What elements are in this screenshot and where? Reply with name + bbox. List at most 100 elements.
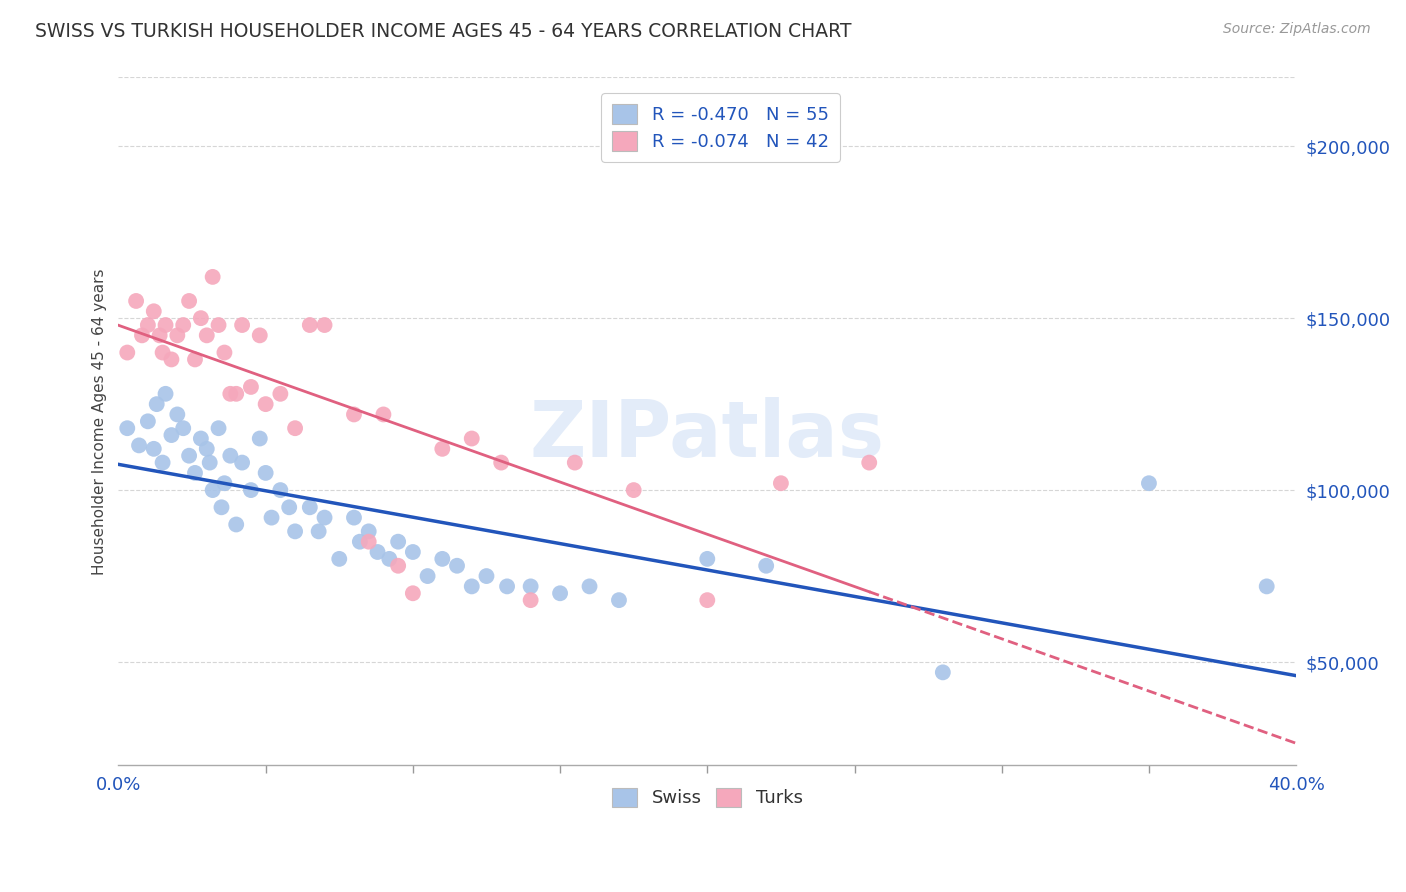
Point (239, 483, 262, 497)
Point (166, 328, 188, 343)
Point (416, 569, 439, 583)
Point (755, 558, 778, 573)
Point (152, 456, 174, 470)
Point (254, 466, 277, 480)
Point (211, 500, 233, 515)
Point (231, 456, 253, 470)
Y-axis label: Householder Income Ages 45 - 64 years: Householder Income Ages 45 - 64 years (93, 268, 107, 574)
Text: ZIPatlas: ZIPatlas (530, 397, 884, 473)
Point (308, 524, 330, 539)
Point (402, 586, 425, 600)
Point (198, 456, 221, 470)
Point (284, 421, 307, 435)
Point (214, 345, 236, 359)
Point (225, 517, 247, 532)
Point (519, 579, 541, 593)
Point (219, 449, 242, 463)
Legend: Swiss, Turks: Swiss, Turks (605, 780, 810, 814)
Point (142, 304, 165, 318)
Point (357, 524, 380, 539)
Point (117, 421, 139, 435)
Point (172, 421, 194, 435)
Point (145, 397, 167, 411)
Point (177, 449, 200, 463)
Point (519, 593, 541, 607)
Point (136, 414, 159, 428)
Point (378, 552, 401, 566)
Point (219, 386, 242, 401)
Point (195, 328, 218, 343)
Point (160, 428, 183, 442)
Point (239, 380, 262, 394)
Point (195, 442, 218, 456)
Point (769, 476, 792, 491)
Point (696, 552, 718, 566)
Point (607, 593, 630, 607)
Point (269, 386, 291, 401)
Point (131, 328, 153, 343)
Point (402, 545, 425, 559)
Point (172, 318, 194, 332)
Point (349, 534, 371, 549)
Point (207, 421, 229, 435)
Point (489, 456, 512, 470)
Point (201, 269, 224, 284)
Point (136, 318, 159, 332)
Point (125, 293, 148, 308)
Point (117, 345, 139, 359)
Text: SWISS VS TURKISH HOUSEHOLDER INCOME AGES 45 - 64 YEARS CORRELATION CHART: SWISS VS TURKISH HOUSEHOLDER INCOME AGES… (35, 22, 852, 41)
Point (373, 408, 395, 422)
Point (190, 311, 212, 326)
Point (207, 318, 229, 332)
Point (254, 397, 277, 411)
Point (475, 569, 498, 583)
Point (564, 456, 586, 470)
Point (177, 293, 200, 308)
Point (343, 408, 366, 422)
Point (446, 558, 468, 573)
Point (201, 483, 224, 497)
Point (149, 328, 172, 343)
Point (387, 534, 409, 549)
Text: Source: ZipAtlas.com: Source: ZipAtlas.com (1223, 22, 1371, 37)
Point (155, 386, 177, 401)
Point (623, 483, 645, 497)
Point (387, 558, 409, 573)
Point (249, 328, 271, 343)
Point (278, 500, 301, 515)
Point (696, 593, 718, 607)
Point (284, 524, 307, 539)
Point (166, 408, 188, 422)
Point (578, 579, 600, 593)
Point (328, 552, 350, 566)
Point (214, 476, 236, 491)
Point (298, 500, 321, 515)
Point (298, 318, 321, 332)
Point (155, 318, 177, 332)
Point (357, 534, 380, 549)
Point (548, 586, 571, 600)
Point (152, 345, 174, 359)
Point (314, 318, 336, 332)
Point (128, 438, 150, 452)
Point (225, 386, 247, 401)
Point (184, 352, 207, 367)
Point (314, 510, 336, 524)
Point (231, 318, 253, 332)
Point (184, 466, 207, 480)
Point (367, 545, 389, 559)
Point (142, 442, 165, 456)
Point (461, 579, 484, 593)
Point (461, 432, 484, 446)
Point (190, 432, 212, 446)
Point (858, 456, 880, 470)
Point (432, 552, 454, 566)
Point (260, 510, 283, 524)
Point (1256, 579, 1278, 593)
Point (1137, 476, 1160, 491)
Point (932, 665, 955, 680)
Point (249, 432, 271, 446)
Point (269, 483, 291, 497)
Point (160, 352, 183, 367)
Point (343, 510, 366, 524)
